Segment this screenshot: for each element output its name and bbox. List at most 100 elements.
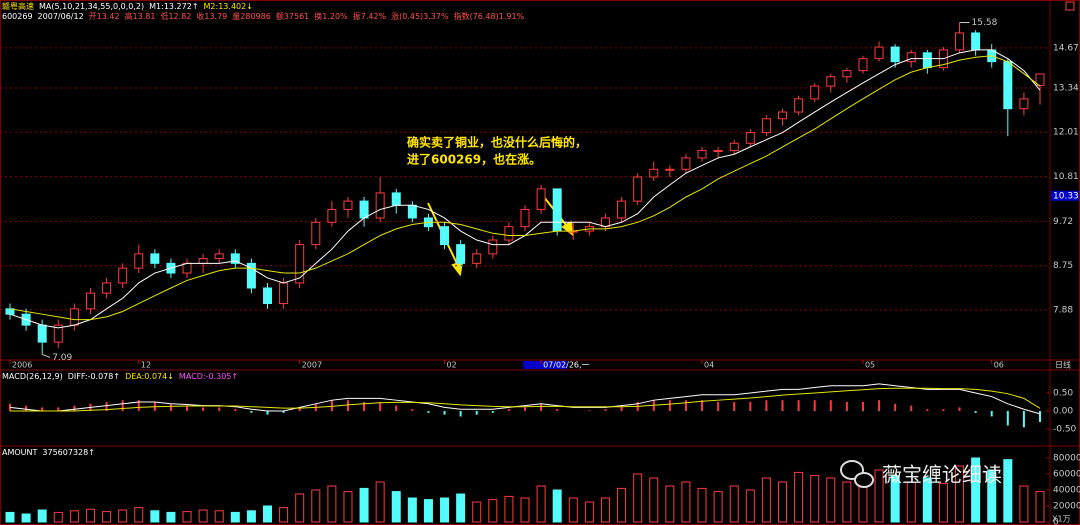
volume-bar [166,511,176,523]
annotation: 确实卖了铜业，也没什么后悔的， [407,135,587,150]
volume-bar [617,487,627,523]
volume-bar [520,497,530,523]
volume-bar [456,493,466,523]
candle-body [504,226,514,241]
header-item: 低12.82 [160,12,192,21]
volume-bar [826,477,836,523]
candle-body [890,46,900,63]
volume-bar [69,510,79,523]
candle-body [794,98,804,113]
candle-body [472,253,482,264]
candle-body [633,176,643,202]
watermark-icon [840,460,874,488]
y-tick-label: 9.72 [1053,217,1073,227]
candle-body [263,287,272,305]
candle-body [552,188,562,232]
volume-bar [504,495,514,523]
volume-bar [198,509,208,523]
volume-bar [343,491,353,523]
candle-body [134,253,144,269]
candle-body [778,111,787,120]
candle-body [440,226,450,246]
volume-bar [1035,491,1045,523]
volume-bar [263,505,272,523]
volume-bar [1019,485,1029,523]
candle-body [407,204,417,219]
x-tick-label: 2006 [12,361,32,370]
volume-bar [230,511,240,523]
price-marker: 10.33 [1053,191,1079,201]
line [9,49,1041,329]
window-button[interactable] [1065,1,1075,11]
candle-body [246,262,256,289]
candle-body [343,200,353,210]
low-label: 7.09 [52,353,72,363]
candle-body [391,192,401,206]
volume-bar [584,501,594,523]
candle-body [359,200,369,219]
candle-body [745,132,755,144]
candle-body [230,253,240,264]
candle-body [649,168,659,178]
header-item: 量280986 [232,12,271,21]
y-tick-label: 20000 [1053,502,1080,512]
candle-body [713,150,723,153]
header-item: 600269 [2,12,33,21]
candle-body [729,142,739,152]
header-item: MA(5,10,21,34,55,0,0,0,2) [39,2,145,11]
volume-bar [713,491,723,523]
bubble [854,472,874,488]
candle-body [1003,61,1013,110]
header-item: M2:13.402↓ [203,2,253,11]
header-item: 换1.20% [314,12,348,21]
volume-bar [375,481,385,523]
period-label: 日线 [1055,360,1071,370]
header-line: 赣粤高速 MA(5,10,21,34,55,0,0,0,2) M1:13.272↑ M… [2,2,258,11]
candle-body [665,168,675,171]
x-tick-label: 06 [994,361,1004,370]
volume-bar [1003,459,1013,523]
candle-body [617,200,627,219]
header-item: 指数(76.48)1.91% [453,12,525,21]
volume-bar [987,469,997,523]
volume-bar [359,487,369,523]
x-tick-label: 12 [141,361,151,370]
header-item: 收13.79 [196,12,228,21]
volume-bar [150,510,160,523]
volume-bar [488,499,498,523]
candle-body [697,150,707,159]
candle-body [488,239,498,255]
candle-body [327,208,337,223]
candle-body [681,157,691,170]
candle-body [456,244,466,264]
volume-bar [665,485,675,523]
candle-body [214,253,224,260]
candle-body [520,208,530,228]
volume-bar [761,477,771,523]
volume-bar [697,487,707,523]
volume-bar [37,509,47,523]
candle-body [37,324,47,343]
y-tick-label: 80000 [1053,454,1080,464]
volume-bar [182,511,192,523]
candle-body [1019,98,1029,110]
volume-bar [327,485,337,523]
volume-bar [118,509,128,523]
header-item: M1:13.272↑ [149,2,199,11]
y-tick-label: 0.50 [1053,388,1073,398]
candle-body [279,282,289,305]
macd-header: MACD(26,12,9) DIFF:-0.078↑ DEA:0.074↓ MACD:… [2,372,243,381]
volume-bar [874,469,884,523]
candle-body [102,282,112,294]
volume-bar [311,489,321,523]
header-item: 375607328↑ [42,448,95,457]
volume-bar [423,499,433,523]
line [9,55,1041,321]
candle-body [150,253,160,264]
volume-bar [440,497,450,523]
candle-body [182,262,192,274]
annotation: 进了600269，也在涨。 [407,152,541,167]
y-tick-label: -0.50 [1053,425,1077,435]
volume-bar [102,511,112,523]
